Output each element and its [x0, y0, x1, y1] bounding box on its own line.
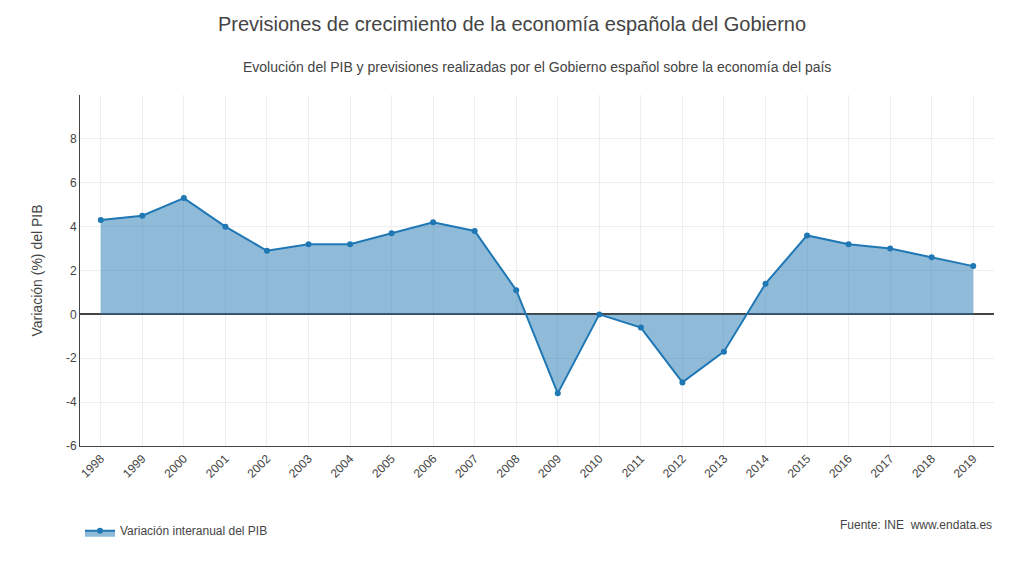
- svg-text:8: 8: [70, 132, 77, 146]
- svg-text:2012: 2012: [660, 452, 689, 481]
- svg-text:Previsiones de crecimiento de: Previsiones de crecimiento de la economí…: [218, 13, 806, 35]
- svg-text:2018: 2018: [909, 452, 938, 481]
- svg-text:2011: 2011: [619, 452, 647, 480]
- svg-text:6: 6: [70, 176, 77, 190]
- svg-text:0: 0: [70, 308, 77, 322]
- svg-text:Fuente: INE www.endata.es: Fuente: INE www.endata.es: [840, 518, 992, 532]
- svg-text:2002: 2002: [245, 452, 274, 481]
- svg-text:2009: 2009: [535, 452, 564, 481]
- svg-text:Variación (%) del PIB: Variación (%) del PIB: [29, 204, 45, 336]
- svg-text:2014: 2014: [743, 452, 772, 481]
- svg-text:2005: 2005: [369, 452, 398, 481]
- svg-text:Evolución del PIB y previsione: Evolución del PIB y previsiones realizad…: [243, 59, 831, 75]
- svg-text:-6: -6: [66, 439, 77, 453]
- svg-text:2017: 2017: [868, 452, 897, 481]
- svg-text:2008: 2008: [494, 452, 523, 481]
- svg-text:2016: 2016: [826, 452, 855, 481]
- svg-text:1999: 1999: [120, 452, 149, 481]
- svg-text:2003: 2003: [286, 452, 315, 481]
- svg-text:1998: 1998: [78, 452, 107, 481]
- svg-text:2: 2: [70, 264, 77, 278]
- svg-text:4: 4: [70, 220, 77, 234]
- svg-text:2004: 2004: [328, 452, 357, 481]
- svg-text:2007: 2007: [452, 452, 481, 481]
- svg-text:2000: 2000: [161, 452, 190, 481]
- svg-text:2013: 2013: [702, 452, 731, 481]
- svg-text:2001: 2001: [203, 452, 232, 481]
- svg-text:Variación interanual del PIB: Variación interanual del PIB: [120, 524, 267, 538]
- svg-text:2006: 2006: [411, 452, 440, 481]
- svg-text:2010: 2010: [577, 452, 606, 481]
- svg-text:-2: -2: [66, 351, 77, 365]
- svg-text:2015: 2015: [785, 452, 814, 481]
- svg-text:2019: 2019: [951, 452, 980, 481]
- svg-text:-4: -4: [66, 395, 77, 409]
